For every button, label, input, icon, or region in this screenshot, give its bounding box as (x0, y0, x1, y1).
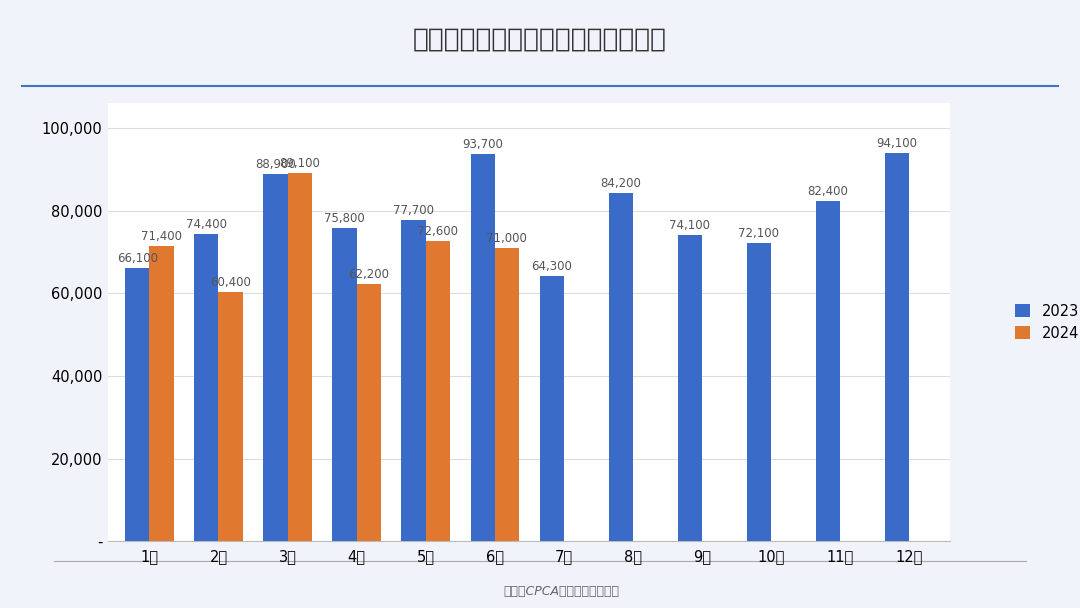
Bar (426, 241, 449, 541)
Text: 62,200: 62,200 (348, 268, 389, 282)
Bar (287, 173, 312, 541)
Text: 74,100: 74,100 (670, 219, 711, 232)
Bar (356, 285, 381, 541)
Text: 72,600: 72,600 (417, 226, 458, 238)
Text: 75,800: 75,800 (324, 212, 365, 225)
Text: 74,400: 74,400 (186, 218, 227, 231)
Bar (149, 246, 174, 541)
Text: 88,900: 88,900 (255, 158, 296, 171)
Text: 71,000: 71,000 (486, 232, 527, 245)
Text: 60,400: 60,400 (211, 276, 251, 289)
Bar (333, 228, 356, 541)
Text: 82,400: 82,400 (808, 185, 848, 198)
Bar (540, 275, 564, 541)
Text: 来源：CPCA；整理：盖世汽车: 来源：CPCA；整理：盖世汽车 (503, 585, 620, 598)
Text: 72,100: 72,100 (739, 227, 780, 241)
Text: 94,100: 94,100 (876, 137, 917, 150)
Bar (402, 220, 426, 541)
Bar (218, 292, 243, 541)
Bar (194, 234, 218, 541)
Text: 64,300: 64,300 (531, 260, 572, 272)
Text: 89,100: 89,100 (279, 157, 320, 170)
Bar (746, 243, 771, 541)
Text: 71,400: 71,400 (141, 230, 183, 243)
Bar (815, 201, 840, 541)
Bar (125, 268, 149, 541)
Text: 66,100: 66,100 (117, 252, 158, 265)
Bar (885, 153, 909, 541)
Bar (264, 174, 287, 541)
Bar (609, 193, 633, 541)
Bar (471, 154, 495, 541)
Bar (677, 235, 702, 541)
Text: 特斯拉上海工厂出货量（单位：辆）: 特斯拉上海工厂出货量（单位：辆） (413, 27, 667, 53)
Text: 93,700: 93,700 (462, 138, 503, 151)
Text: 84,200: 84,200 (600, 178, 642, 190)
Bar (495, 248, 518, 541)
Legend: 2023, 2024: 2023, 2024 (1008, 296, 1080, 348)
Text: 77,700: 77,700 (393, 204, 434, 217)
